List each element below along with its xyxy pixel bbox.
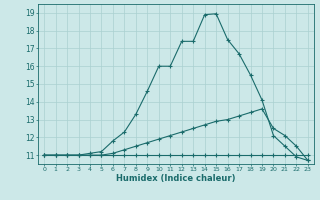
X-axis label: Humidex (Indice chaleur): Humidex (Indice chaleur) [116,174,236,183]
